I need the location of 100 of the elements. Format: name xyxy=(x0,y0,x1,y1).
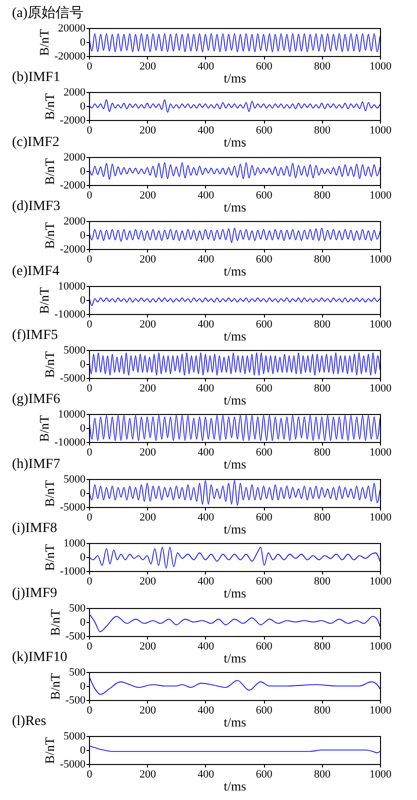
x-tick-label: 200 xyxy=(139,511,156,524)
y-tick-label: 0 xyxy=(80,552,86,564)
x-tick-label: 200 xyxy=(139,768,156,781)
y-tick-label: -5000 xyxy=(60,372,86,384)
x-tick-label: 400 xyxy=(198,60,215,72)
line-series xyxy=(89,415,380,442)
x-axis-title: t/ms xyxy=(224,392,246,408)
y-tick-label: 0 xyxy=(80,616,86,628)
x-tick-label: 600 xyxy=(256,124,273,137)
y-axis-title: B/nT xyxy=(42,737,57,764)
x-tick-label: 400 xyxy=(198,576,215,588)
x-tick-label: 800 xyxy=(314,511,332,524)
y-tick-label: 1000 xyxy=(64,538,86,550)
x-tick-label: 1000 xyxy=(370,640,392,652)
chart-title: (i)IMF8 xyxy=(12,521,58,536)
x-tick-label: 400 xyxy=(198,511,215,524)
y-tick-label: 0 xyxy=(80,230,86,242)
y-axis-title: B/nT xyxy=(42,158,57,185)
x-tick-label: 800 xyxy=(314,704,332,716)
x-tick-label: 400 xyxy=(198,640,215,652)
x-tick-label: 400 xyxy=(198,382,215,394)
y-tick-label: 500 xyxy=(69,666,86,678)
y-tick-label: 0 xyxy=(80,744,86,757)
x-tick-label: 600 xyxy=(256,318,273,330)
x-axis-title: t/ms xyxy=(224,456,246,472)
x-tick-label: 1000 xyxy=(370,60,392,72)
y-tick-label: -5000 xyxy=(60,501,86,514)
x-tick-label: 200 xyxy=(139,254,156,266)
line-series xyxy=(89,676,380,695)
x-tick-label: 400 xyxy=(198,189,215,202)
x-tick-label: 200 xyxy=(139,576,156,588)
x-tick-label: 1000 xyxy=(370,576,392,588)
x-tick-label: 400 xyxy=(198,704,215,716)
line-series xyxy=(89,546,380,569)
x-tick-label: 1000 xyxy=(370,511,392,524)
x-tick-label: 800 xyxy=(314,382,332,394)
chart-title: (h)IMF7 xyxy=(12,456,60,472)
x-tick-label: 200 xyxy=(139,382,156,394)
chart-title: (g)IMF6 xyxy=(12,392,60,408)
x-axis-title: t/ms xyxy=(224,586,246,601)
y-tick-label: 0 xyxy=(80,294,86,306)
y-tick-label: -1000 xyxy=(60,566,86,578)
chart-title: (k)IMF10 xyxy=(12,650,68,665)
x-tick-label: 1000 xyxy=(370,704,392,716)
x-tick-label: 200 xyxy=(139,446,156,459)
x-tick-label: 200 xyxy=(139,318,156,330)
y-tick-label: -2000 xyxy=(60,244,86,256)
line-series xyxy=(89,294,380,306)
y-axis-title: B/nT xyxy=(42,222,57,250)
x-tick-label: 600 xyxy=(256,640,273,652)
x-tick-label: 800 xyxy=(314,189,332,202)
x-tick-label: 600 xyxy=(256,576,273,588)
y-tick-label: 500 xyxy=(69,602,86,614)
y-tick-label: 0 xyxy=(80,165,86,178)
x-tick-label: 400 xyxy=(198,124,215,137)
y-axis-title: B/nT xyxy=(42,480,57,507)
y-tick-label: 0 xyxy=(80,100,86,113)
y-axis-title: B/nT xyxy=(42,351,57,378)
x-tick-label: 1000 xyxy=(370,768,392,781)
y-tick-label: 2000 xyxy=(64,151,86,164)
line-series xyxy=(89,100,380,114)
x-tick-label: 400 xyxy=(198,768,215,781)
y-tick-label: -10000 xyxy=(54,436,86,449)
y-tick-label: 2000 xyxy=(64,216,86,228)
y-tick-label: 0 xyxy=(80,422,86,435)
line-series xyxy=(89,162,380,180)
line-series xyxy=(89,228,380,244)
x-tick-label: 800 xyxy=(314,124,332,137)
x-axis-title: t/ms xyxy=(224,778,246,794)
x-axis-title: t/ms xyxy=(224,650,246,666)
x-tick-label: 800 xyxy=(314,640,332,652)
x-axis-title: t/ms xyxy=(224,70,246,86)
x-tick-label: 800 xyxy=(314,318,332,330)
y-axis-title: B/nT xyxy=(42,93,57,120)
x-tick-label: 800 xyxy=(314,768,332,781)
x-tick-label: 800 xyxy=(314,60,332,72)
y-tick-label: 5000 xyxy=(64,344,86,356)
x-tick-label: 600 xyxy=(256,60,273,72)
x-tick-label: 800 xyxy=(314,254,332,266)
y-tick-label: -2000 xyxy=(60,179,86,192)
y-axis-title: B/nT xyxy=(42,544,57,572)
y-tick-label: 0 xyxy=(80,358,86,370)
y-tick-label: 0 xyxy=(80,36,86,48)
y-axis-title: B/nT xyxy=(36,286,52,314)
line-series xyxy=(89,612,380,632)
x-tick-label: 400 xyxy=(198,254,215,266)
chart-title: (c)IMF2 xyxy=(12,134,60,150)
y-tick-label: -5000 xyxy=(60,758,86,771)
chart-title: (b)IMF1 xyxy=(12,70,60,86)
x-tick-label: 200 xyxy=(139,60,156,72)
chart-title: (l)Res xyxy=(12,714,46,730)
line-series xyxy=(89,33,380,52)
x-tick-label: 200 xyxy=(139,640,156,652)
y-axis-title: B/nT xyxy=(47,608,62,636)
x-tick-label: 600 xyxy=(256,704,273,716)
y-tick-label: 5000 xyxy=(64,730,86,743)
y-tick-label: 5000 xyxy=(64,473,86,486)
x-tick-label: 1000 xyxy=(370,254,392,266)
x-axis-title: t/ms xyxy=(224,134,246,150)
chart-title: (j)IMF9 xyxy=(12,586,58,601)
